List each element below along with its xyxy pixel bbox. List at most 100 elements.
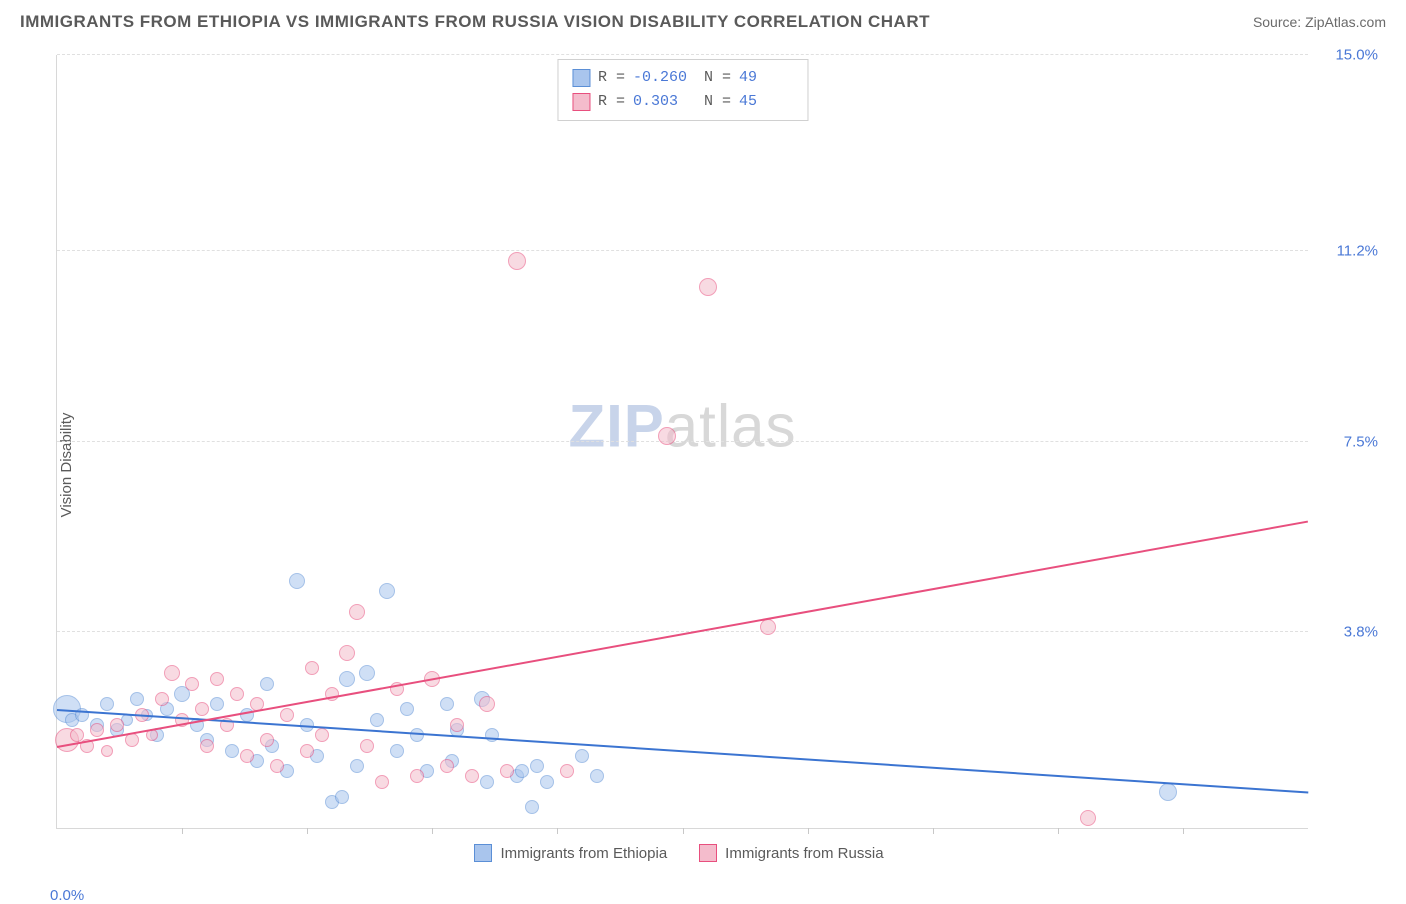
scatter-point-ethiopia — [379, 583, 395, 599]
scatter-point-russia — [1080, 810, 1096, 826]
x-tick — [808, 828, 809, 834]
swatch-icon — [699, 844, 717, 862]
x-tick — [933, 828, 934, 834]
x-tick — [1058, 828, 1059, 834]
scatter-point-russia — [440, 759, 454, 773]
statbox-row: R = -0.260 N = 49 — [572, 66, 793, 90]
scatter-point-ethiopia — [210, 697, 224, 711]
scatter-point-russia — [375, 775, 389, 789]
legend-label: Immigrants from Ethiopia — [500, 845, 667, 862]
scatter-point-ethiopia — [530, 759, 544, 773]
scatter-point-russia — [760, 619, 776, 635]
scatter-point-russia — [349, 604, 365, 620]
stat-r-value: 0.303 — [633, 90, 687, 114]
scatter-point-russia — [240, 749, 254, 763]
scatter-point-russia — [195, 702, 209, 716]
scatter-point-ethiopia — [390, 744, 404, 758]
watermark-bold: ZIP — [568, 393, 664, 460]
trend-line-russia — [57, 520, 1308, 747]
scatter-point-russia — [125, 733, 139, 747]
watermark-rest: atlas — [665, 393, 797, 460]
correlation-statbox: R = -0.260 N = 49 R = 0.303 N = 45 — [557, 59, 808, 121]
x-tick — [182, 828, 183, 834]
scatter-point-russia — [305, 661, 319, 675]
plot-region: ZIPatlas R =-0.260 N =49R = 0.303 N =45 … — [56, 55, 1308, 829]
scatter-point-russia — [300, 744, 314, 758]
scatter-point-ethiopia — [370, 713, 384, 727]
scatter-point-ethiopia — [359, 665, 375, 681]
legend-label: Immigrants from Russia — [725, 845, 883, 862]
scatter-point-russia — [339, 645, 355, 661]
x-tick — [307, 828, 308, 834]
scatter-point-russia — [500, 764, 514, 778]
gridline — [57, 441, 1308, 442]
scatter-point-russia — [699, 278, 717, 296]
scatter-point-russia — [465, 769, 479, 783]
scatter-point-ethiopia — [400, 702, 414, 716]
y-tick-label: 11.2% — [1337, 242, 1378, 259]
stat-n-label: N = — [695, 90, 731, 114]
stat-r-label: R = — [598, 90, 625, 114]
scatter-point-russia — [508, 252, 526, 270]
scatter-point-ethiopia — [260, 677, 274, 691]
scatter-point-russia — [280, 708, 294, 722]
scatter-point-russia — [450, 718, 464, 732]
scatter-point-russia — [560, 764, 574, 778]
scatter-point-ethiopia — [130, 692, 144, 706]
scatter-point-ethiopia — [480, 775, 494, 789]
scatter-point-russia — [164, 665, 180, 681]
scatter-point-ethiopia — [440, 697, 454, 711]
chart-area: Vision Disability ZIPatlas R =-0.260 N =… — [50, 55, 1388, 874]
scatter-point-ethiopia — [335, 790, 349, 804]
scatter-point-russia — [155, 692, 169, 706]
legend: Immigrants from Ethiopia Immigrants from … — [50, 844, 1308, 862]
x-tick — [683, 828, 684, 834]
source-label: Source: ZipAtlas.com — [1253, 14, 1386, 30]
stat-n-value: 49 — [739, 66, 793, 90]
legend-item: Immigrants from Ethiopia — [474, 844, 667, 862]
x-axis-min-label: 0.0% — [50, 887, 84, 904]
scatter-point-ethiopia — [575, 749, 589, 763]
scatter-point-russia — [360, 739, 374, 753]
scatter-point-russia — [270, 759, 284, 773]
scatter-point-ethiopia — [350, 759, 364, 773]
scatter-point-ethiopia — [100, 697, 114, 711]
scatter-point-russia — [479, 696, 495, 712]
x-tick — [557, 828, 558, 834]
scatter-point-russia — [230, 687, 244, 701]
scatter-point-ethiopia — [1159, 783, 1177, 801]
stat-r-label: R = — [598, 66, 625, 90]
scatter-point-ethiopia — [485, 728, 499, 742]
legend-item: Immigrants from Russia — [699, 844, 883, 862]
stat-r-value: -0.260 — [633, 66, 687, 90]
scatter-point-russia — [210, 672, 224, 686]
swatch-icon — [572, 69, 590, 87]
scatter-point-russia — [658, 427, 676, 445]
scatter-point-ethiopia — [339, 671, 355, 687]
y-tick-label: 15.0% — [1335, 47, 1378, 64]
scatter-point-russia — [185, 677, 199, 691]
stat-n-label: N = — [695, 66, 731, 90]
watermark: ZIPatlas — [568, 392, 796, 461]
y-tick-label: 7.5% — [1344, 433, 1378, 450]
gridline — [57, 631, 1308, 632]
scatter-point-russia — [315, 728, 329, 742]
scatter-point-russia — [260, 733, 274, 747]
scatter-point-russia — [410, 769, 424, 783]
x-tick — [1183, 828, 1184, 834]
scatter-point-russia — [110, 718, 124, 732]
scatter-point-russia — [101, 745, 113, 757]
y-tick-label: 3.8% — [1344, 624, 1378, 641]
scatter-point-ethiopia — [289, 573, 305, 589]
stat-n-value: 45 — [739, 90, 793, 114]
swatch-icon — [572, 93, 590, 111]
swatch-icon — [474, 844, 492, 862]
scatter-point-russia — [200, 739, 214, 753]
x-tick — [432, 828, 433, 834]
chart-title: IMMIGRANTS FROM ETHIOPIA VS IMMIGRANTS F… — [20, 12, 930, 32]
scatter-point-ethiopia — [225, 744, 239, 758]
scatter-point-ethiopia — [540, 775, 554, 789]
statbox-row: R = 0.303 N = 45 — [572, 90, 793, 114]
gridline — [57, 54, 1308, 55]
scatter-point-ethiopia — [525, 800, 539, 814]
